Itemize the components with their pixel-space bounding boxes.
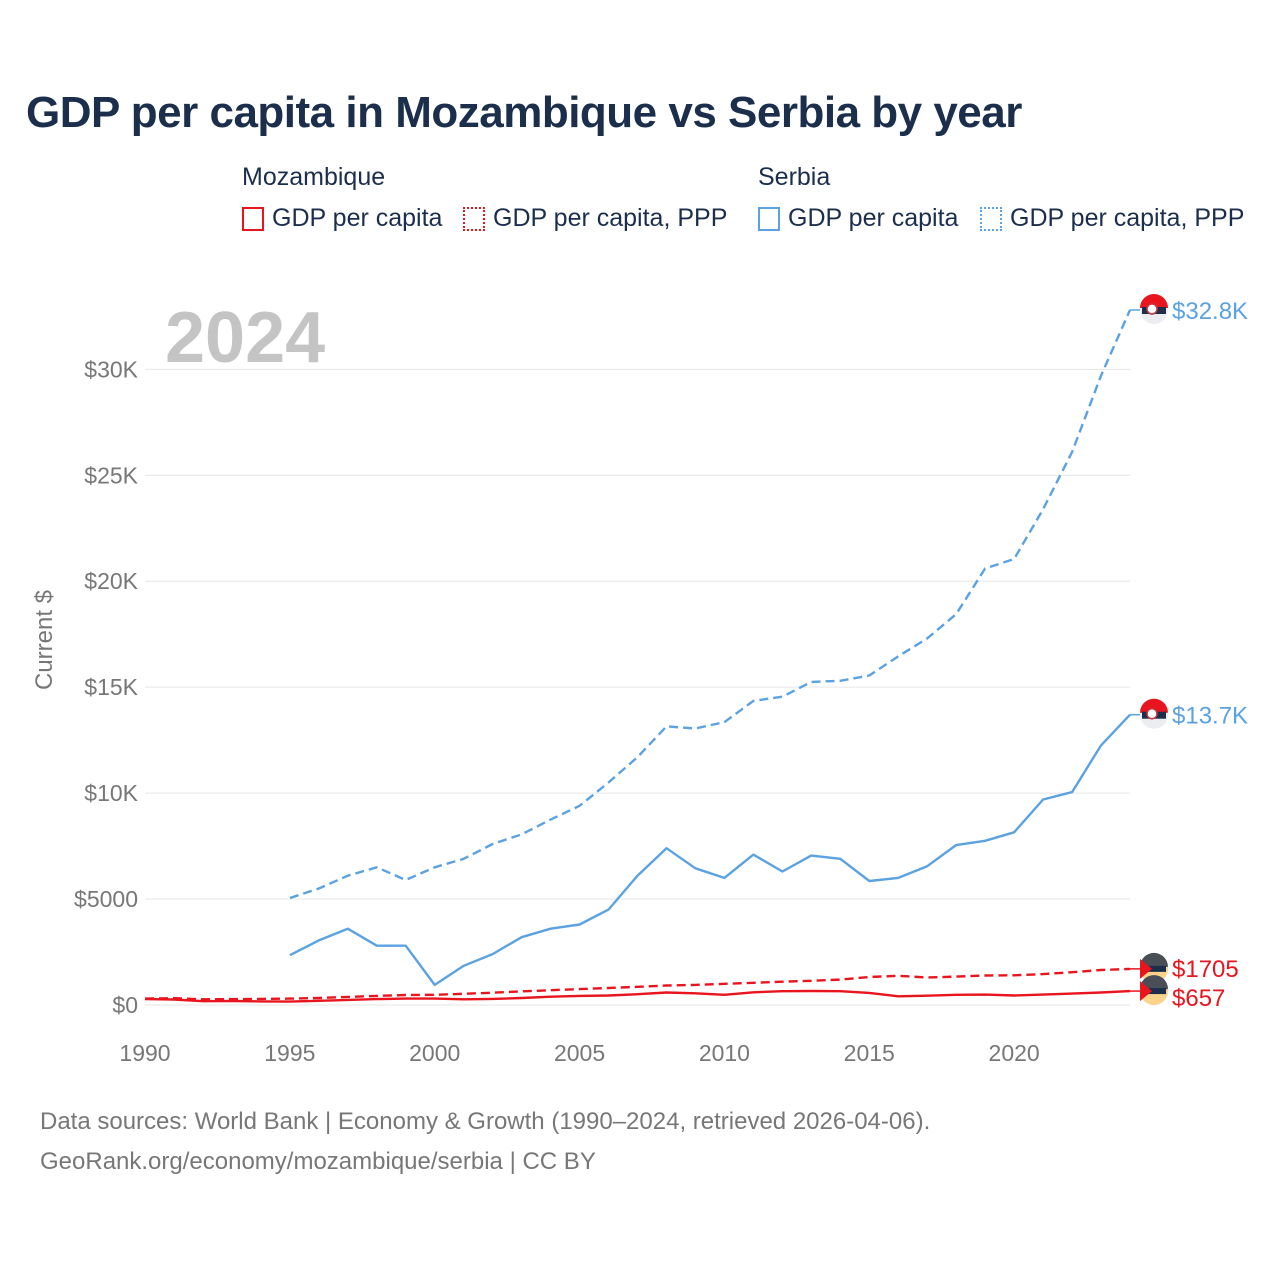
flag-stripe bbox=[1140, 952, 1168, 967]
year-watermark: 2024 bbox=[165, 298, 325, 378]
legend-label: GDP per capita bbox=[272, 204, 443, 232]
y-axis-label: Current $ bbox=[31, 590, 58, 690]
x-tick-label: 2005 bbox=[554, 1040, 605, 1066]
end-value-label: $32.8K bbox=[1172, 298, 1248, 325]
y-tick-label: $20K bbox=[84, 568, 138, 594]
legend-group-serbia: Serbia bbox=[758, 163, 831, 191]
flag-emblem bbox=[1146, 707, 1158, 720]
legend-group-mozambique: Mozambique bbox=[242, 163, 386, 191]
chart-title: GDP per capita in Mozambique vs Serbia b… bbox=[26, 88, 1022, 137]
legend-item-serbia-gdp[interactable]: GDP per capita bbox=[758, 204, 958, 233]
x-tick-label: 1990 bbox=[119, 1040, 170, 1066]
legend-item-serbia-gdp-ppp[interactable]: GDP per capita, PPP bbox=[980, 204, 1244, 233]
series-line bbox=[144, 989, 1131, 1003]
series-lines bbox=[144, 309, 1132, 1003]
end-value-label: $13.7K bbox=[1172, 703, 1248, 730]
y-tick-label: $10K bbox=[84, 780, 138, 806]
flag-stripe bbox=[1142, 965, 1166, 972]
legend-swatch-dotted-red bbox=[463, 206, 485, 231]
y-tick-label: $25K bbox=[84, 462, 138, 488]
series-line bbox=[144, 967, 1131, 1001]
x-tick-label: 2000 bbox=[409, 1040, 460, 1066]
gridlines bbox=[145, 368, 1130, 1006]
flag-triangle bbox=[1140, 958, 1152, 979]
legend-swatch-solid-blue bbox=[758, 206, 780, 231]
legend-label: GDP per capita bbox=[788, 204, 959, 232]
x-tick-label: 2010 bbox=[699, 1040, 750, 1066]
flag-stripe bbox=[1140, 975, 1168, 990]
legend-swatch-solid-red bbox=[242, 206, 264, 231]
series-line bbox=[289, 713, 1131, 987]
legend-label: GDP per capita, PPP bbox=[1010, 204, 1245, 232]
end-value-label: $1705 bbox=[1172, 956, 1239, 983]
end-markers: $32.8K $13.7K $1705$657 bbox=[1130, 294, 1248, 1012]
source-line-1: Data sources: World Bank | Economy & Gro… bbox=[40, 1108, 931, 1135]
y-tick-label: $5000 bbox=[74, 886, 138, 912]
x-axis-ticks: 1990 1995 2000 2005 2010 2015 2020 bbox=[119, 1040, 1039, 1066]
x-tick-label: 2020 bbox=[989, 1040, 1040, 1066]
flag-emblem bbox=[1146, 303, 1158, 315]
x-tick-label: 1995 bbox=[264, 1040, 315, 1066]
legend-label: GDP per capita, PPP bbox=[493, 204, 728, 232]
source-line-2[interactable]: GeoRank.org/economy/mozambique/serbia | … bbox=[40, 1148, 596, 1175]
y-axis-ticks: $0 $5000 $10K $15K $20K $25K $30K bbox=[74, 356, 139, 1018]
flag-stripe bbox=[1140, 294, 1168, 308]
y-tick-label: $15K bbox=[84, 674, 138, 700]
x-tick-label: 2015 bbox=[844, 1040, 895, 1066]
legend-item-mozambique-gdp-ppp[interactable]: GDP per capita, PPP bbox=[463, 204, 727, 233]
legend-item-mozambique-gdp[interactable]: GDP per capita bbox=[242, 204, 442, 233]
legend-swatch-dotted-blue bbox=[980, 206, 1002, 231]
flag-stripe bbox=[1142, 988, 1166, 995]
end-value-label: $657 bbox=[1172, 985, 1225, 1012]
flag-stripe bbox=[1140, 698, 1168, 713]
flag-triangle bbox=[1140, 981, 1152, 1002]
series-line bbox=[289, 309, 1132, 900]
y-tick-label: $30K bbox=[84, 356, 138, 382]
y-tick-label: $0 bbox=[112, 992, 138, 1018]
